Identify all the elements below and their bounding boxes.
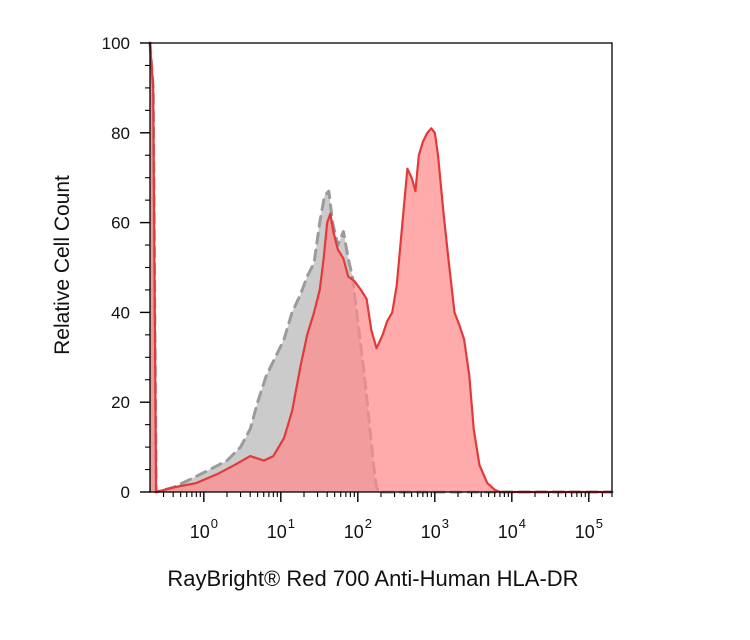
x-axis-tick-base: 10 <box>190 522 210 542</box>
x-axis-tick-base: 10 <box>421 522 441 542</box>
y-axis-label: Relative Cell Count <box>51 175 74 355</box>
y-axis-tick-label: 20 <box>111 393 130 412</box>
x-axis-tick-label: 101 <box>267 516 295 542</box>
x-axis-tick-label: 102 <box>344 516 372 542</box>
series-2-line <box>148 41 614 494</box>
y-axis-tick-label: 60 <box>111 214 130 233</box>
x-axis-tick-base: 10 <box>575 522 595 542</box>
x-axis-tick-label: 104 <box>498 516 526 542</box>
x-axis-tick-exponent: 0 <box>211 516 218 531</box>
y-axis-tick-label: 80 <box>111 124 130 143</box>
series-2-area <box>150 43 612 492</box>
x-axis-tick-exponent: 3 <box>442 516 449 531</box>
x-axis-tick-exponent: 2 <box>365 516 372 531</box>
y-axis-tick-label: 0 <box>121 483 130 502</box>
x-axis-tick-exponent: 4 <box>519 516 526 531</box>
x-axis-tick-label: 100 <box>190 516 218 542</box>
x-axis-tick-base: 10 <box>498 522 518 542</box>
x-axis-tick-exponent: 1 <box>288 516 295 531</box>
x-axis-tick-label: 105 <box>575 516 603 542</box>
x-axis-tick-exponent: 5 <box>596 516 603 531</box>
x-axis-tick-base: 10 <box>267 522 287 542</box>
y-axis-tick-label: 100 <box>102 34 130 53</box>
x-axis-tick-label: 103 <box>421 516 449 542</box>
series-layer <box>148 41 614 494</box>
y-axis-tick-label: 40 <box>111 303 130 322</box>
x-axis-label: RayBright® Red 700 Anti-Human HLA-DR <box>167 566 578 591</box>
x-axis-tick-base: 10 <box>344 522 364 542</box>
